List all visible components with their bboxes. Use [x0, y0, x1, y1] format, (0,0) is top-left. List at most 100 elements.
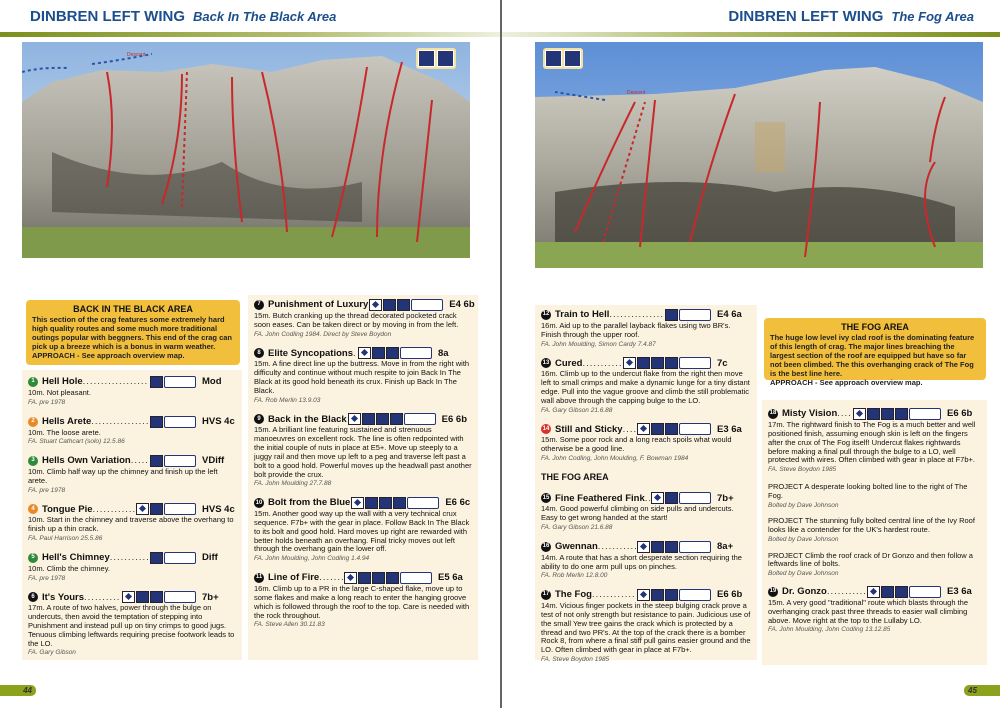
route-grade: E4 6b: [449, 299, 475, 311]
route-grade: 7c: [717, 357, 728, 369]
route-style-icon: [150, 591, 163, 604]
route-style-icon: [665, 423, 678, 436]
route-entry: 3 Hells Own Variation...................…: [28, 455, 236, 494]
route-name: Tongue Pie: [42, 503, 93, 515]
route-number-badge: 9: [254, 414, 264, 425]
tick-box[interactable]: [411, 299, 444, 311]
route-name: Cured: [555, 357, 583, 369]
route-number-badge: 18: [768, 409, 778, 419]
route-entry: 5 Hell's Chimney........................…: [28, 551, 236, 583]
route-grade: E5 6a: [438, 572, 463, 584]
route-group: 12 Train to Hell........................…: [541, 309, 751, 463]
leader-dots: ........................: [353, 347, 357, 359]
route-style-icon: [372, 571, 385, 584]
route-style-icon: [369, 299, 383, 311]
route-style-icon: [881, 585, 894, 598]
tick-box[interactable]: [164, 415, 196, 428]
project-text: PROJECT A desperate looking bolted line …: [768, 481, 968, 500]
route-description: 16m. Climb up to a PR in the large C-sha…: [254, 583, 470, 620]
route-grade: Mod: [202, 376, 222, 388]
first-ascent: FA. John Moulding 27.7.88: [254, 480, 332, 488]
route-style-icon: [361, 413, 375, 426]
route-column: 18 Misty Vision........................ …: [762, 400, 987, 665]
route-column: 1 Hell Hole........................ Mod …: [22, 370, 242, 660]
route-entry: 10 Bolt from the Blue...................…: [254, 497, 472, 563]
route-number-badge: 16: [541, 541, 551, 552]
tick-box[interactable]: [164, 551, 196, 564]
route-column: 7 Punishment of Luxury..................…: [248, 295, 478, 660]
route-grade: E6 6b: [947, 408, 973, 420]
first-ascent: FA. Gary Gibson: [28, 649, 76, 657]
route-grade: HVS 4c: [202, 503, 235, 515]
tick-box[interactable]: [164, 503, 196, 516]
route-entry: 12 Train to Hell........................…: [541, 309, 751, 348]
project-text: PROJECT Climb the roof crack of Dr Gonzo…: [768, 550, 973, 569]
tick-box[interactable]: [679, 309, 711, 321]
tick-box[interactable]: [679, 540, 711, 553]
tick-box[interactable]: [400, 571, 432, 584]
first-ascent: FA. John Moulding, John Codling 13.12.85: [768, 626, 891, 634]
tick-box[interactable]: [400, 347, 432, 360]
right-page: DINBREN LEFT WING The Fog Area Descent 12…: [500, 0, 1000, 708]
tick-box[interactable]: [407, 497, 440, 510]
route-description: 15m. A fine direct line up the buttress.…: [254, 359, 470, 395]
route-number-badge: 12: [541, 310, 551, 320]
tick-box[interactable]: [403, 413, 436, 426]
project-entry: PROJECT Climb the roof crack of Dr Gonzo…: [768, 550, 981, 578]
info-title: THE FOG AREA: [841, 322, 909, 332]
route-style-icon: [651, 492, 664, 505]
info-approach: APPROACH - See approach overview map.: [770, 377, 923, 387]
route-number-badge: 4: [28, 504, 38, 515]
page-number: 44: [0, 685, 36, 696]
route-style-icon: [347, 413, 361, 426]
first-ascent: FA. John Moulding, Simon Cardy 7.4.87: [541, 340, 656, 348]
route-style-icon: [365, 497, 379, 510]
first-ascent: FA. Rob Merlin 12.8.00: [541, 572, 608, 580]
route-entry: 18 Misty Vision........................ …: [768, 408, 981, 474]
route-grade: E3 6a: [717, 423, 742, 435]
route-style-icon: [150, 455, 163, 467]
route-style-icon: [150, 551, 163, 564]
header-rule: [502, 32, 1000, 37]
area-info-box: BACK IN THE BLACK AREA This section of t…: [26, 300, 240, 365]
tick-box[interactable]: [164, 455, 196, 467]
area-info-box: THE FOG AREA The huge low level ivy clad…: [764, 318, 986, 387]
tick-box[interactable]: [679, 589, 711, 602]
header-subtitle: The Fog Area: [891, 9, 974, 24]
project-text: PROJECT The stunning fully bolted centra…: [768, 516, 975, 535]
descent-label: Descent: [627, 90, 646, 96]
approach-walker-icon: [564, 50, 581, 67]
route-style-icon: [637, 357, 650, 370]
route-description: 17m. A route of two halves, power throug…: [28, 603, 235, 648]
tick-box[interactable]: [909, 585, 941, 598]
route-style-icon: [637, 540, 650, 553]
tick-box[interactable]: [679, 423, 711, 436]
first-ascent: FA. pre 1978: [28, 574, 66, 582]
tick-box[interactable]: [164, 591, 196, 604]
route-number-badge: 19: [768, 586, 778, 597]
route-grade: E6 6b: [717, 589, 743, 601]
first-ascent: FA. John Codling 1984. Direct by Steve B…: [254, 330, 392, 338]
route-name: Gwennan: [555, 541, 598, 553]
route-name: Bolt from the Blue: [268, 497, 351, 509]
route-number-badge: 15: [541, 493, 551, 504]
route-entry: 1 Hell Hole........................ Mod …: [28, 376, 236, 407]
route-style-icon: [895, 585, 908, 598]
header-rule: [0, 32, 500, 37]
route-style-icon: [651, 423, 664, 436]
tick-box[interactable]: [679, 492, 711, 505]
leader-dots: ........................: [826, 586, 866, 598]
leader-dots: ........................: [591, 589, 636, 601]
tick-box[interactable]: [164, 376, 196, 388]
tick-box[interactable]: [909, 408, 941, 420]
route-description: 10m. Climb half way up the chimney and f…: [28, 467, 218, 485]
route-name: Hell's Chimney: [42, 552, 110, 564]
route-number-badge: 7: [254, 300, 264, 310]
project-bolter: Bolted by Dave Johnson: [768, 501, 839, 509]
first-ascent: FA. pre 1978: [28, 486, 66, 494]
aspect-badges: [416, 48, 456, 69]
route-group: 15 Fine Feathered Fink..................…: [541, 492, 751, 663]
tick-box[interactable]: [679, 357, 711, 370]
route-name: Fine Feathered Fink: [555, 492, 645, 504]
route-style-icon: [881, 408, 894, 420]
